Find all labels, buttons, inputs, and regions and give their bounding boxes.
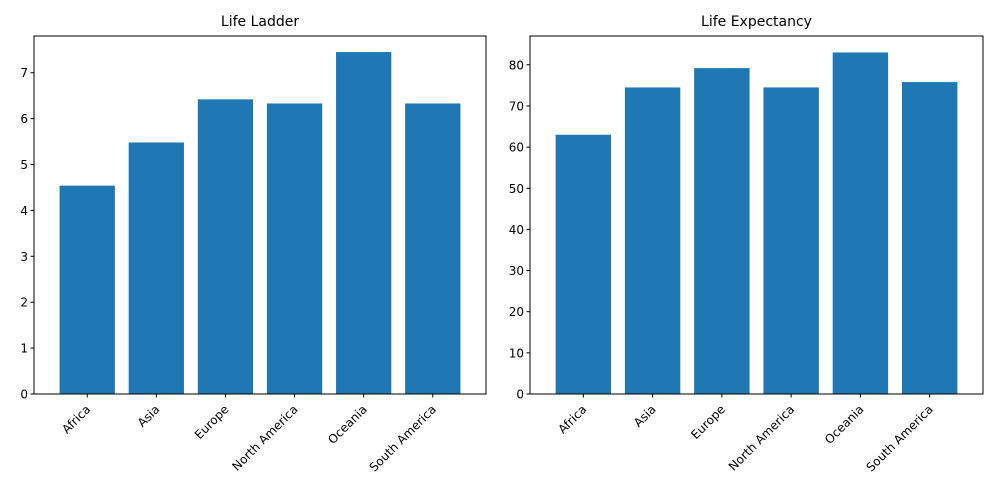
life-expectancy-ytick-label-20: 20	[509, 305, 524, 319]
life-ladder-bar-north-america	[266, 103, 323, 394]
life-expectancy-xtick-label-north-america: North America	[726, 402, 797, 473]
life-expectancy-ytick-label-70: 70	[509, 99, 524, 113]
life-ladder-xtick-label-oceania: Oceania	[325, 402, 370, 447]
life-ladder-xtick-label-north-america: North America	[229, 402, 300, 473]
life-expectancy-ytick-label-60: 60	[509, 141, 524, 155]
life-ladder-xtick-label-asia: Asia	[135, 402, 163, 430]
life-expectancy-panel: Life Expectancy 0 10 20 30 40 50 60 70 80 Africa A…	[509, 14, 984, 474]
life-expectancy-ytick-label-10: 10	[509, 346, 524, 360]
life-ladder-ytick-label-5: 5	[20, 158, 28, 172]
life-expectancy-xtick-label-europe: Europe	[688, 402, 728, 442]
life-ladder-title: Life Ladder	[221, 14, 299, 30]
life-expectancy-bar-asia	[624, 87, 681, 395]
life-ladder-bar-africa	[59, 185, 115, 394]
life-expectancy-xtick-label-south-america: South America	[864, 402, 936, 474]
life-expectancy-ytick-label-0: 0	[516, 388, 524, 402]
life-ladder-ytick-label-2: 2	[20, 296, 28, 310]
life-ladder-xtick-label-africa: Africa	[59, 402, 93, 436]
life-expectancy-bar-north-america	[763, 87, 819, 395]
life-expectancy-ytick-label-30: 30	[509, 264, 524, 278]
life-ladder-bar-south-america	[405, 103, 461, 394]
life-ladder-ytick-label-3: 3	[20, 250, 28, 264]
life-expectancy-bar-europe	[694, 68, 750, 394]
life-expectancy-bar-africa	[555, 134, 612, 395]
life-ladder-bar-europe	[197, 99, 254, 394]
life-ladder-ytick-label-1: 1	[20, 342, 28, 356]
life-ladder-ytick-label-4: 4	[20, 204, 28, 218]
life-expectancy-axes-frame	[529, 35, 984, 395]
life-ladder-bar-oceania	[336, 52, 392, 395]
life-expectancy-ytick-label-50: 50	[509, 182, 524, 196]
life-ladder-ytick-label-6: 6	[20, 112, 28, 126]
life-expectancy-ytick-label-80: 80	[509, 58, 524, 72]
life-ladder-xtick-label-europe: Europe	[192, 402, 232, 442]
life-ladder-bar-asia	[128, 142, 184, 394]
life-expectancy-xtick-label-africa: Africa	[555, 402, 589, 436]
life-ladder-ytick-label-7: 7	[20, 66, 28, 80]
life-expectancy-xtick-label-asia: Asia	[631, 402, 659, 430]
life-expectancy-bar-south-america	[901, 82, 958, 395]
life-expectancy-ytick-label-40: 40	[509, 223, 524, 237]
life-ladder-panel: Life Ladder 0 1 2 3 4 5 6 7 Africa Asia EuropeNort…	[20, 14, 487, 474]
life-ladder-xtick-label-south-america: South America	[367, 402, 439, 474]
life-ladder-ytick-label-0: 0	[20, 388, 28, 402]
life-ladder-axes-frame	[33, 35, 487, 395]
life-expectancy-bar-oceania	[832, 52, 889, 394]
life-expectancy-title: Life Expectancy	[701, 14, 812, 30]
life-expectancy-xtick-label-oceania: Oceania	[822, 402, 867, 447]
